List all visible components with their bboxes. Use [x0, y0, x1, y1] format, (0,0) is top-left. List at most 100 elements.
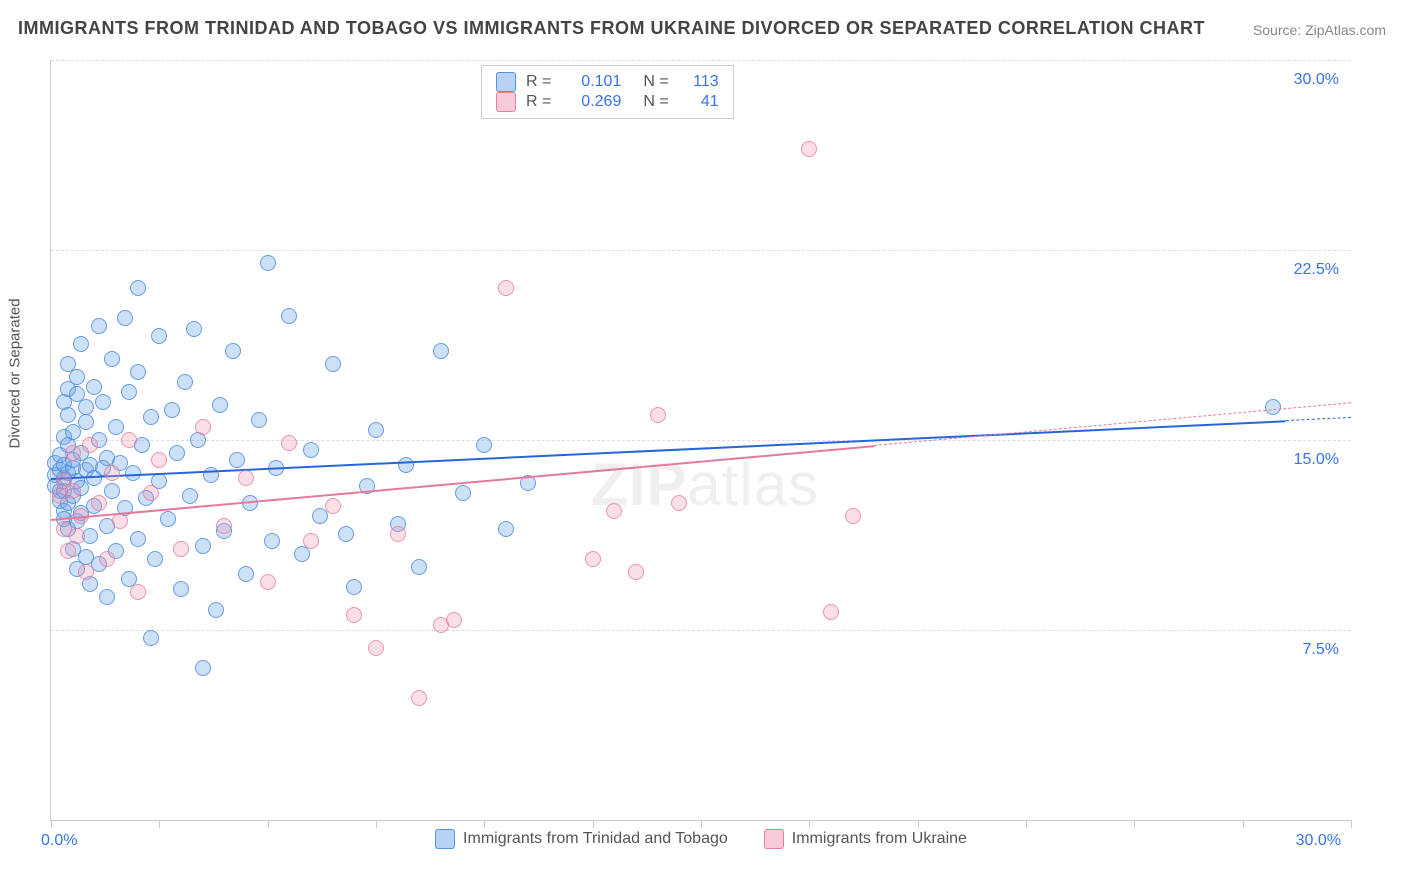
y-tick-label: 30.0%: [1294, 71, 1339, 89]
swatch-icon: [496, 92, 516, 112]
data-point: [160, 511, 176, 527]
data-point: [238, 470, 254, 486]
data-point: [91, 318, 107, 334]
legend-stat-row: R =0.101N =113: [496, 72, 719, 92]
data-point: [390, 526, 406, 542]
data-point: [60, 407, 76, 423]
legend-series-item: Immigrants from Ukraine: [764, 829, 967, 849]
data-point: [78, 399, 94, 415]
data-point: [260, 574, 276, 590]
trend-line: [1286, 417, 1351, 421]
data-point: [130, 531, 146, 547]
data-point: [69, 369, 85, 385]
data-point: [628, 564, 644, 580]
data-point: [325, 498, 341, 514]
data-point: [264, 533, 280, 549]
gridline: [51, 440, 1351, 441]
data-point: [823, 604, 839, 620]
data-point: [303, 533, 319, 549]
data-point: [173, 541, 189, 557]
data-point: [104, 465, 120, 481]
trend-line: [51, 420, 1286, 480]
chart-title: IMMIGRANTS FROM TRINIDAD AND TOBAGO VS I…: [18, 18, 1205, 39]
legend-series-item: Immigrants from Trinidad and Tobago: [435, 829, 728, 849]
data-point: [60, 543, 76, 559]
data-point: [650, 407, 666, 423]
data-point: [606, 503, 622, 519]
x-tick: [593, 820, 594, 828]
scatter-plot: ZIPatlas R =0.101N =113R =0.269N =41 0.0…: [50, 60, 1351, 821]
data-point: [498, 521, 514, 537]
data-point: [398, 457, 414, 473]
y-tick-label: 22.5%: [1294, 261, 1339, 279]
data-point: [78, 414, 94, 430]
y-tick-label: 15.0%: [1294, 451, 1339, 469]
data-point: [182, 488, 198, 504]
data-point: [121, 432, 137, 448]
legend-stat-row: R =0.269N =41: [496, 92, 719, 112]
x-tick: [51, 820, 52, 828]
data-point: [195, 660, 211, 676]
data-point: [801, 141, 817, 157]
data-point: [95, 394, 111, 410]
x-tick: [701, 820, 702, 828]
x-tick: [1243, 820, 1244, 828]
data-point: [130, 280, 146, 296]
data-point: [151, 328, 167, 344]
data-point: [238, 566, 254, 582]
data-point: [104, 483, 120, 499]
data-point: [208, 602, 224, 618]
data-point: [78, 564, 94, 580]
data-point: [368, 640, 384, 656]
data-point: [446, 612, 462, 628]
data-point: [117, 310, 133, 326]
data-point: [368, 422, 384, 438]
data-point: [476, 437, 492, 453]
data-point: [104, 351, 120, 367]
data-point: [260, 255, 276, 271]
data-point: [143, 409, 159, 425]
data-point: [212, 397, 228, 413]
data-point: [281, 435, 297, 451]
swatch-icon: [496, 72, 516, 92]
data-point: [1265, 399, 1281, 415]
data-point: [82, 437, 98, 453]
x-tick: [918, 820, 919, 828]
data-point: [186, 321, 202, 337]
data-point: [325, 356, 341, 372]
data-point: [195, 419, 211, 435]
data-point: [251, 412, 267, 428]
x-tick: [268, 820, 269, 828]
data-point: [151, 452, 167, 468]
data-point: [108, 419, 124, 435]
data-point: [65, 445, 81, 461]
gridline: [51, 60, 1351, 61]
legend-stats: R =0.101N =113R =0.269N =41: [481, 65, 734, 119]
data-point: [99, 551, 115, 567]
data-point: [164, 402, 180, 418]
data-point: [69, 528, 85, 544]
y-axis-label: Divorced or Separated: [7, 298, 24, 448]
data-point: [303, 442, 319, 458]
data-point: [169, 445, 185, 461]
source-label: Source: ZipAtlas.com: [1253, 22, 1386, 38]
data-point: [86, 379, 102, 395]
data-point: [433, 343, 449, 359]
gridline: [51, 250, 1351, 251]
data-point: [65, 483, 81, 499]
x-tick: [1026, 820, 1027, 828]
data-point: [671, 495, 687, 511]
y-tick-label: 7.5%: [1303, 641, 1339, 659]
x-tick: [1134, 820, 1135, 828]
data-point: [143, 485, 159, 501]
data-point: [112, 513, 128, 529]
data-point: [338, 526, 354, 542]
swatch-icon: [435, 829, 455, 849]
gridline: [51, 630, 1351, 631]
x-tick: [376, 820, 377, 828]
data-point: [411, 690, 427, 706]
data-point: [99, 589, 115, 605]
x-tick: [484, 820, 485, 828]
data-point: [498, 280, 514, 296]
data-point: [130, 364, 146, 380]
